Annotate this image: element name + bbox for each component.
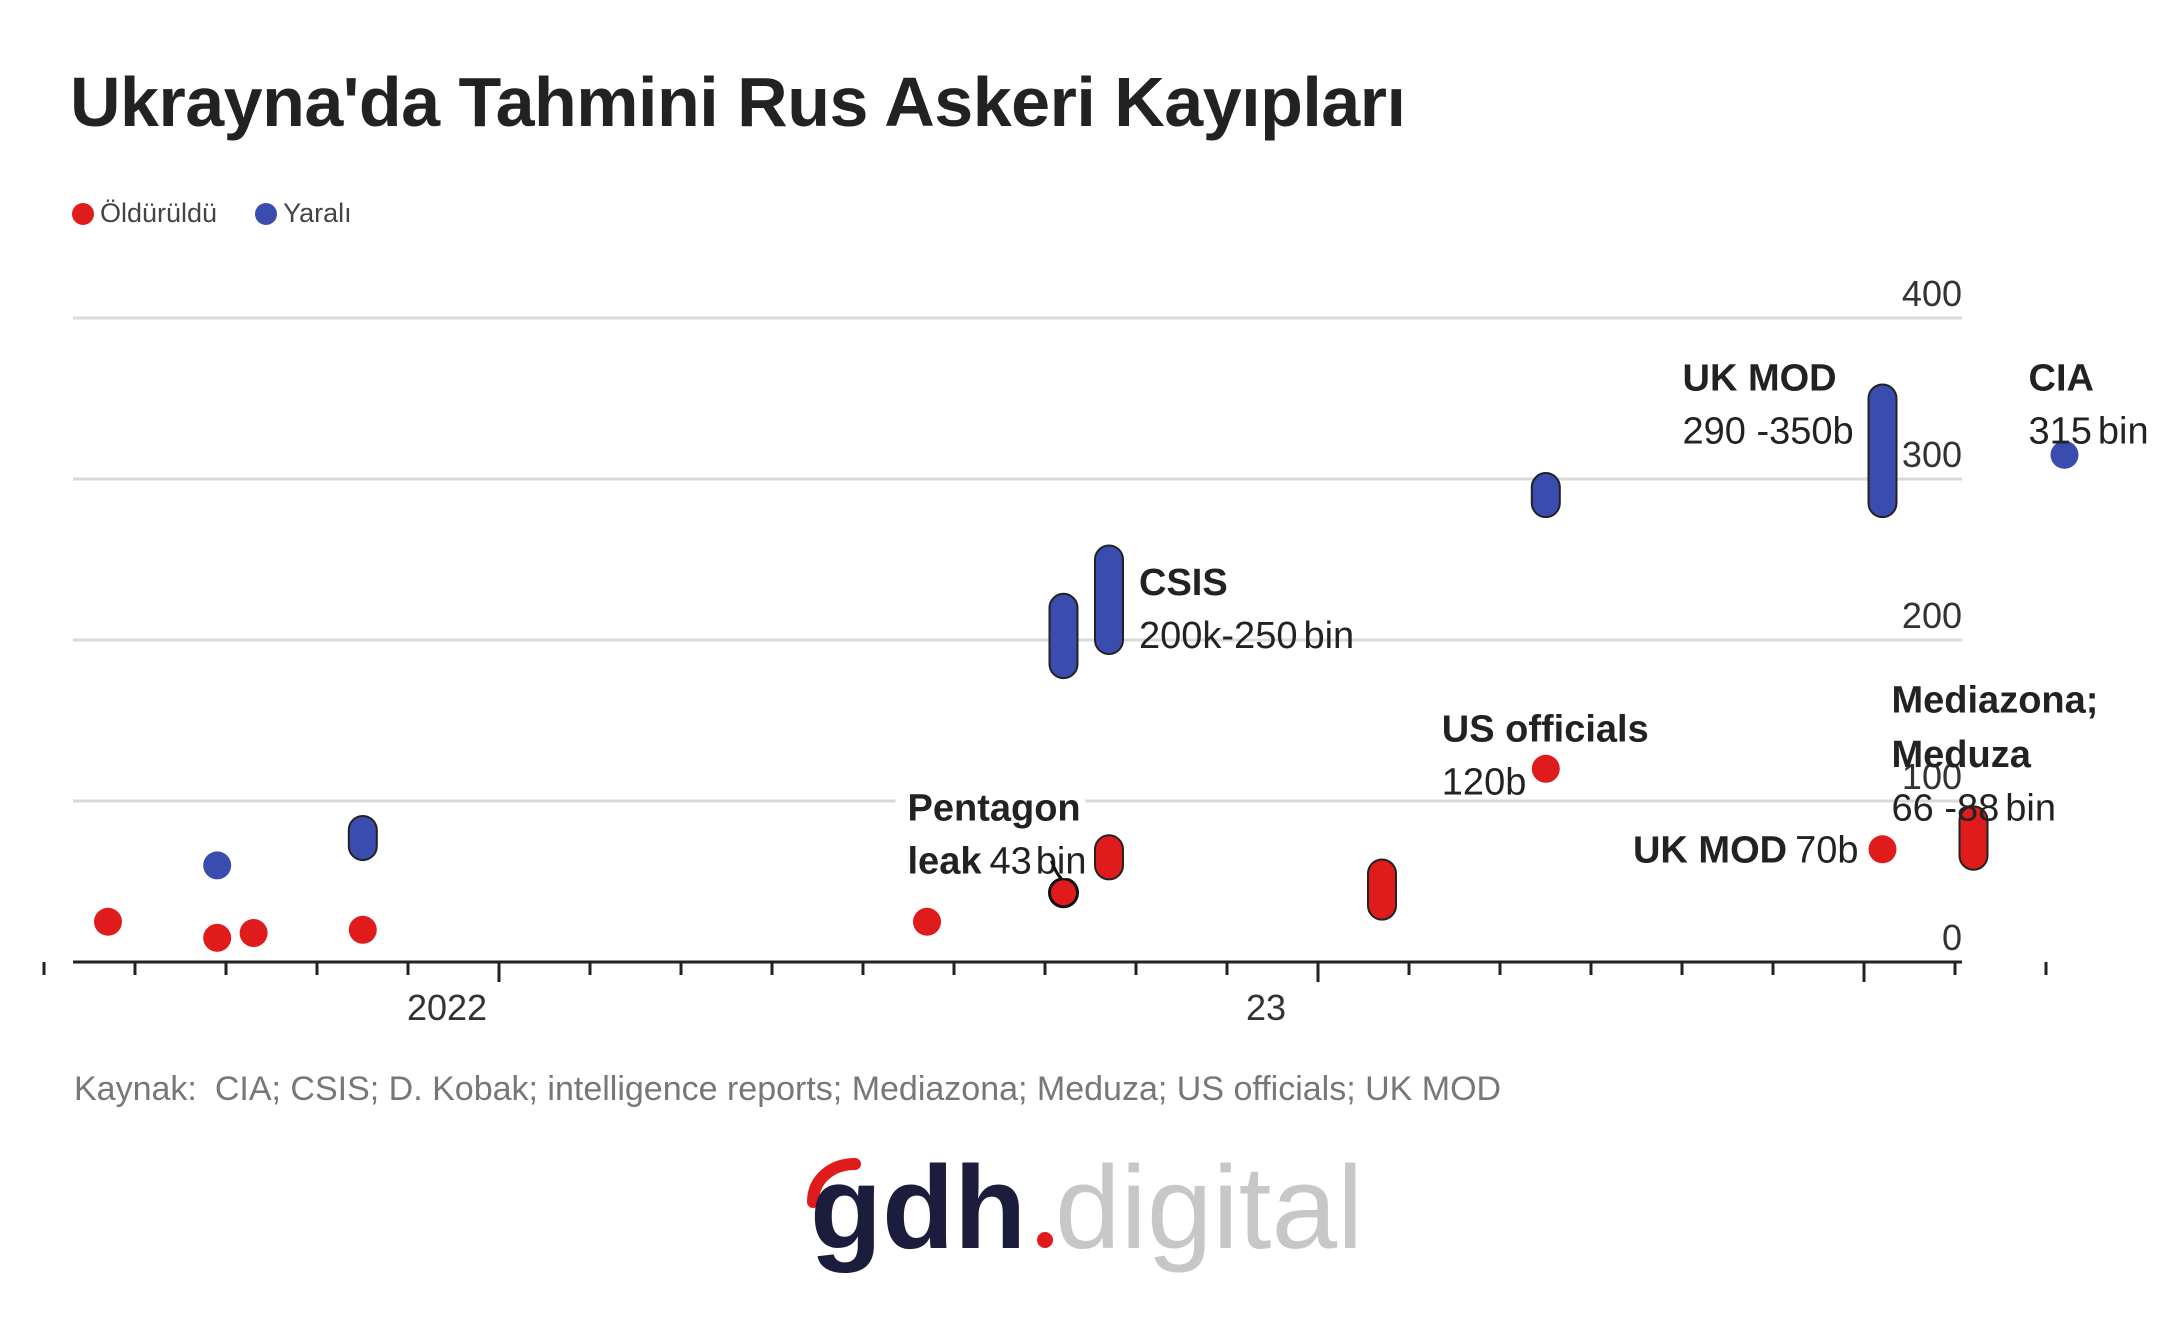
annotation-title: leak (908, 840, 983, 882)
killed-point (1048, 877, 1079, 909)
annotation-unit: bin (1303, 615, 1354, 657)
annotation-number: 290 -350b (1683, 411, 1854, 453)
wounded-range-bar (1530, 472, 1561, 519)
chart-title: Ukrayna'da Tahmini Rus Askeri Kayıpları (70, 63, 1406, 141)
wounded-range-bar (1048, 592, 1079, 680)
killed-legend-dot (72, 202, 94, 225)
wounded-range-bar (1094, 544, 1124, 655)
legend: Öldürüldü Yaralı (72, 198, 352, 229)
annotation-value: leak 43 bin (908, 840, 1087, 882)
source-line: Kaynak: CIA; CSIS; D. Kobak; intelligence… (74, 1070, 1501, 1109)
killed-range-bar (1094, 834, 1124, 881)
annotation-number: 70b (1795, 829, 1858, 871)
source-label: Kaynak: (74, 1070, 197, 1108)
annotation-number: 200k-250 (1139, 615, 1297, 657)
annotation-title: US officials (1442, 708, 1649, 750)
y-tick-label: 400 (1902, 273, 1962, 314)
annotation-title: UK MOD (1633, 829, 1787, 871)
annotation-unit: bin (1036, 840, 1087, 882)
annotation-title: Meduza (1892, 734, 2032, 776)
annotation-ukmod-killed: UK MOD 70b (1633, 829, 1859, 871)
y-tick-label: 0 (1942, 917, 1962, 958)
annotation-number: 120b (1442, 762, 1527, 804)
y-tick-label: 200 (1902, 595, 1962, 636)
brand-swoosh-icon (807, 1158, 861, 1208)
annotation-unit: bin (2098, 411, 2149, 453)
killed-range-bar (1958, 805, 1989, 871)
legend-item-killed: Öldürüldü (72, 198, 217, 229)
annotation-value: 66 -88 bin (1892, 787, 2056, 829)
annotation-number: 315 (2029, 411, 2092, 453)
legend-label-wounded: Yaralı (283, 198, 352, 228)
annotation-title: UK MOD (1683, 357, 1837, 399)
killed-point (94, 907, 122, 936)
annotation-unit: bin (2005, 787, 2056, 829)
axis-layer: 400300200100020222324 (42, 273, 2048, 1028)
killed-point (348, 915, 377, 944)
wounded-point (203, 851, 232, 880)
wounded-range-bar (1867, 383, 1898, 519)
annotation-title: CIA (2029, 357, 2094, 399)
annotation-value: 200k-250 bin (1139, 615, 1354, 657)
brand-dot (1037, 1232, 1053, 1248)
brand-logo: gdh digital (807, 1150, 1363, 1274)
legend-item-wounded: Yaralı (255, 198, 352, 229)
wounded-legend-dot (255, 202, 278, 225)
killed-range-bar (1367, 858, 1397, 921)
marks-layer (94, 383, 2079, 952)
brand-digital-text: digital (1055, 1150, 1363, 1274)
legend-label-killed: Öldürüldü (100, 198, 218, 228)
y-tick-label: 300 (1902, 434, 1962, 475)
grid-layer (73, 316, 1962, 803)
annotation-value: 120b (1442, 762, 1527, 804)
annotation-value: 290 -350b (1683, 411, 1854, 453)
wounded-range-bar (347, 814, 378, 862)
killed-point (913, 907, 941, 936)
annotation-value: 315 bin (2029, 411, 2149, 453)
source-text: CIA; CSIS; D. Kobak; intelligence report… (214, 1070, 1502, 1108)
annotation-title: Pentagon (908, 787, 1081, 829)
killed-point (1531, 754, 1560, 783)
killed-point (203, 923, 232, 952)
annotation-leader-line (1050, 860, 1063, 880)
annotation-number: 66 -88 (1892, 787, 2000, 829)
killed-point (239, 919, 268, 948)
annotation-number: 43 (989, 840, 1031, 882)
brand-gdh-text: gdh (810, 1150, 1026, 1274)
y-tick-label: 100 (1902, 756, 1962, 797)
x-tick-label: 2022 (407, 987, 487, 1028)
x-tick-label: 23 (1246, 987, 1286, 1028)
wounded-point (2050, 440, 2079, 469)
annotation-title: Mediazona; (1892, 679, 2099, 721)
killed-point (1868, 835, 1897, 864)
annotation-title: CSIS (1139, 562, 1228, 604)
